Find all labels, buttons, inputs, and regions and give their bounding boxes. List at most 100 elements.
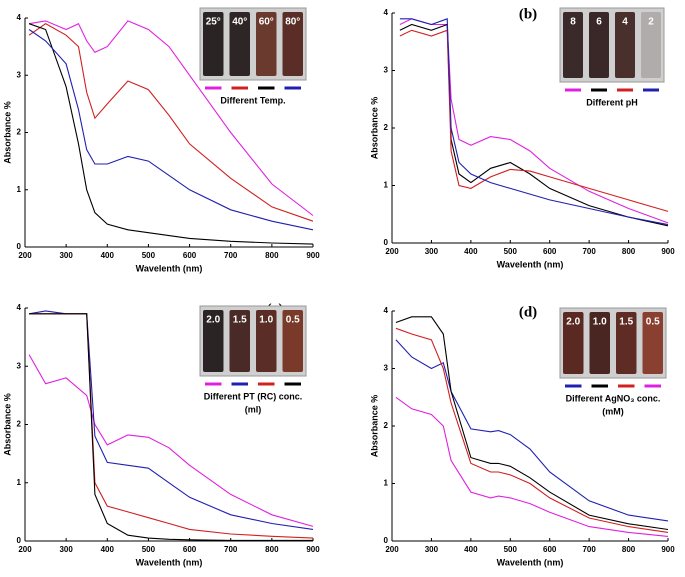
x-tick-label: 300 <box>425 247 439 256</box>
legend-title: (ml) <box>245 404 262 414</box>
legend-title: Different Temp. <box>220 95 285 105</box>
x-tick-label: 500 <box>504 545 518 554</box>
spectrum-line <box>28 29 314 231</box>
legend-label: 60° <box>259 17 274 28</box>
vial <box>256 12 277 76</box>
spectrum-line <box>395 316 669 531</box>
x-tick-label: 500 <box>142 545 156 554</box>
y-tick-label: 1 <box>17 478 22 487</box>
vial <box>642 312 663 374</box>
y-tick-label: 1 <box>17 185 22 194</box>
y-tick-label: 2 <box>384 421 389 430</box>
y-tick-label: 4 <box>17 303 22 312</box>
x-tick-label: 600 <box>543 545 557 554</box>
vial <box>589 12 609 78</box>
y-tick-label: 4 <box>384 306 389 315</box>
legend-label: 4 <box>622 17 628 28</box>
y-tick-label: 0 <box>17 242 22 251</box>
x-tick-label: 400 <box>464 545 478 554</box>
vial <box>563 12 583 78</box>
vial <box>203 310 224 372</box>
x-tick-label: 800 <box>622 247 636 256</box>
x-axis-label: Wavelenth (nm) <box>136 263 203 273</box>
x-tick-label: 700 <box>224 545 238 554</box>
y-tick-label: 2 <box>384 123 389 132</box>
y-tick-label: 0 <box>17 536 22 545</box>
legend-label: 2.0 <box>566 317 580 328</box>
spectrum-line <box>399 29 669 212</box>
legend-label: 1.5 <box>233 315 247 326</box>
panel-title: (d) <box>519 304 537 320</box>
y-tick-label: 3 <box>17 70 22 79</box>
legend-label: 8 <box>570 17 576 28</box>
legend-title: Different pH <box>586 97 638 107</box>
x-tick-label: 600 <box>543 247 557 256</box>
legend-label: 0.5 <box>646 317 660 328</box>
x-tick-label: 200 <box>385 247 399 256</box>
spectrum-line <box>28 23 314 245</box>
vial <box>282 310 303 372</box>
vial <box>589 312 610 374</box>
x-tick-label: 500 <box>142 251 156 260</box>
x-tick-label: 400 <box>101 251 115 260</box>
x-tick-label: 300 <box>59 545 73 554</box>
vial <box>615 12 635 78</box>
legend-label: 1.0 <box>259 315 273 326</box>
x-tick-label: 700 <box>582 545 596 554</box>
vial <box>563 312 584 374</box>
y-axis-label: Absorbance % <box>369 395 379 458</box>
x-tick-label: 800 <box>265 545 279 554</box>
x-axis-label: Wavelenth (nm) <box>497 259 564 269</box>
y-tick-label: 2 <box>17 420 22 429</box>
x-tick-label: 200 <box>385 545 399 554</box>
vial <box>641 12 661 78</box>
y-axis-label: Absorbance % <box>2 101 12 164</box>
y-axis-label: Absorbance % <box>369 97 379 160</box>
legend-label: 1.0 <box>593 317 607 328</box>
spectrum-line <box>395 339 669 522</box>
vial <box>616 312 637 374</box>
x-tick-label: 500 <box>504 247 518 256</box>
spectrum-line <box>399 18 669 226</box>
legend-label: 6 <box>596 17 602 28</box>
spectrum-line <box>28 23 314 222</box>
legend-label: 25° <box>206 17 221 28</box>
legend-label: 0.5 <box>286 315 300 326</box>
x-tick-label: 600 <box>183 251 197 260</box>
y-axis-label: Absorbance % <box>2 393 12 456</box>
spectrum-line <box>399 23 669 227</box>
x-tick-label: 900 <box>661 545 675 554</box>
vial <box>282 12 303 76</box>
y-tick-label: 0 <box>384 238 389 247</box>
legend-title: (mM) <box>602 406 624 416</box>
vial <box>229 12 250 76</box>
y-tick-label: 3 <box>384 66 389 75</box>
x-tick-label: 200 <box>18 251 32 260</box>
vial <box>229 310 250 372</box>
y-tick-label: 0 <box>384 536 389 545</box>
x-tick-label: 800 <box>622 545 636 554</box>
y-tick-label: 4 <box>384 8 389 17</box>
y-tick-label: 1 <box>384 479 389 488</box>
x-tick-label: 200 <box>18 545 32 554</box>
spectrum-line <box>28 354 314 527</box>
panel-title: (b) <box>519 6 537 22</box>
spectrum-line <box>395 327 669 533</box>
x-axis-label: Wavelenth (nm) <box>136 557 203 567</box>
spectrum-line <box>29 313 313 541</box>
spectrum-line <box>399 18 669 224</box>
x-tick-label: 600 <box>183 545 197 554</box>
x-tick-label: 300 <box>59 251 73 260</box>
spectrum-line <box>29 20 314 216</box>
x-tick-label: 400 <box>464 247 478 256</box>
y-tick-label: 3 <box>17 361 22 370</box>
y-tick-label: 3 <box>384 364 389 373</box>
vial <box>203 12 224 76</box>
legend-label: 40° <box>232 17 247 28</box>
x-tick-label: 800 <box>265 251 279 260</box>
x-tick-label: 300 <box>425 545 439 554</box>
x-tick-label: 900 <box>306 251 320 260</box>
x-tick-label: 900 <box>306 545 320 554</box>
legend-label: 2.0 <box>206 315 220 326</box>
x-tick-label: 700 <box>582 247 596 256</box>
